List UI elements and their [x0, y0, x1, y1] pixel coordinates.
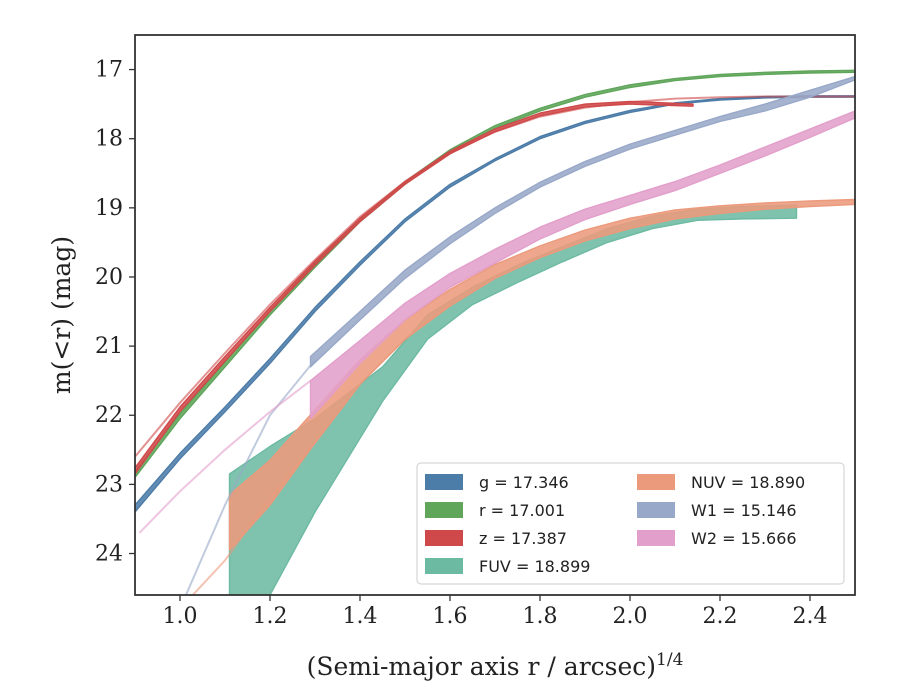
x-tick-label: 2.0: [613, 604, 648, 629]
legend-label-z: z = 17.387: [479, 529, 567, 548]
x-tick-label: 2.2: [703, 604, 738, 629]
y-axis: 17 18 19 20 21 22 23 24: [95, 58, 135, 567]
x-axis-label-superscript: 1/4: [656, 650, 683, 670]
legend-label-w2: W2 = 15.666: [691, 529, 797, 548]
y-tick-label: 21: [95, 334, 123, 359]
y-tick-label: 17: [95, 58, 123, 83]
legend-swatch-g: [425, 474, 463, 490]
x-axis-label-main: (Semi-major axis r / arcsec): [307, 652, 656, 681]
legend-label-g: g = 17.346: [479, 473, 569, 492]
x-tick-label: 1.2: [253, 604, 288, 629]
legend-swatch-w1: [637, 502, 675, 518]
legend: g = 17.346 r = 17.001 z = 17.387 FUV = 18.8…: [416, 462, 845, 585]
plot-area: [135, 69, 855, 595]
x-tick-label: 1.0: [163, 604, 198, 629]
x-tick-label: 1.4: [343, 604, 378, 629]
series-g-band: [135, 95, 855, 513]
y-tick-label: 19: [95, 196, 123, 221]
x-axis: 1.0 1.2 1.4 1.6 1.8 2.0 2.2 2.4: [163, 595, 828, 629]
legend-swatch-w2: [637, 530, 675, 546]
series-w2-band: [309, 110, 855, 420]
legend-swatch-r: [425, 502, 463, 518]
series-w1-thin-line: [184, 359, 316, 595]
legend-label-fuv: FUV = 18.899: [479, 557, 590, 576]
x-axis-label: (Semi-major axis r / arcsec)1/4: [307, 650, 684, 681]
y-tick-label: 20: [95, 265, 123, 290]
legend-swatch-nuv: [637, 474, 675, 490]
legend-swatch-z: [425, 530, 463, 546]
y-tick-label: 23: [95, 472, 123, 497]
legend-label-w1: W1 = 15.146: [691, 501, 797, 520]
y-tick-label: 22: [95, 403, 123, 428]
legend-label-nuv: NUV = 18.890: [691, 473, 805, 492]
series-z-band: [135, 100, 694, 475]
y-tick-label: 18: [95, 127, 123, 152]
x-tick-label: 1.6: [433, 604, 468, 629]
legend-swatch-fuv: [425, 558, 463, 574]
x-tick-label: 1.8: [523, 604, 558, 629]
plot-frame: [134, 34, 856, 596]
legend-label-r: r = 17.001: [479, 501, 565, 520]
series-nuv-band: [228, 198, 855, 551]
series-w2-thin-line: [138, 379, 312, 534]
y-tick-label: 24: [95, 542, 123, 567]
series-w1-band: [309, 75, 855, 368]
legend-frame: [416, 462, 845, 585]
x-tick-label: 2.4: [793, 604, 828, 629]
y-axis-label: m(<r) (mag): [47, 236, 76, 394]
